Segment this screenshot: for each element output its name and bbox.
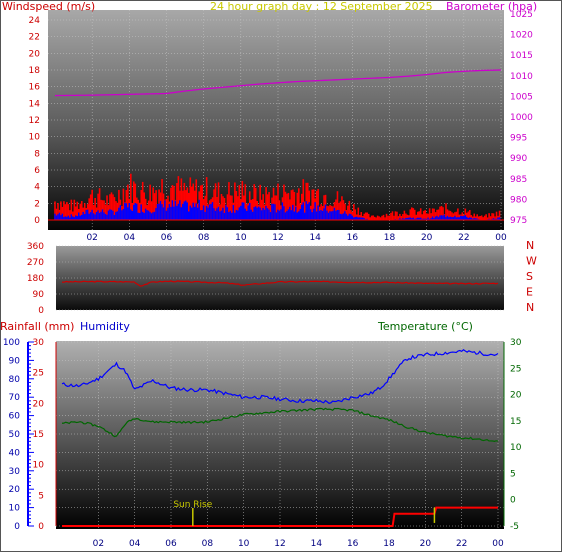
temperature-tick-label: 30	[510, 338, 522, 348]
humidity-tick-label: 40	[9, 448, 21, 458]
sunrise-label: Sun Rise	[173, 500, 212, 510]
x-tick-label: 16	[347, 539, 359, 549]
compass-label: W	[526, 255, 537, 268]
x-tick-label: 18	[383, 539, 395, 549]
rainfall-tick-label: 30	[33, 338, 45, 348]
wind-tick-label: 18	[29, 66, 41, 76]
direction-tick-label: 270	[27, 258, 44, 268]
x-tick-label: 20	[420, 539, 432, 549]
temperature-tick-label: 20	[510, 391, 522, 401]
barometer-axis-title: Barometer (hpa)	[446, 0, 537, 13]
barometer-line	[54, 69, 502, 97]
compass-label: S	[526, 270, 533, 283]
temperature-tick-label: 5	[510, 469, 516, 479]
humidity-tick-label: 10	[9, 504, 21, 514]
rainfall-tick-label: 0	[38, 522, 44, 532]
x-tick-label: 08	[202, 539, 214, 549]
barometer-tick-label: 1025	[510, 10, 533, 20]
barometer-tick-label: 985	[510, 175, 527, 185]
humidity-tick-label: 20	[9, 485, 21, 495]
x-tick-label: 10	[238, 539, 250, 549]
direction-panel-bg	[56, 246, 504, 310]
rainfall-tick-label: 15	[33, 430, 44, 440]
chart-layers: 0246810121416182022249759809859909951000…	[3, 10, 537, 549]
windspeed-axis-title: Windspeed (m/s)	[2, 0, 95, 13]
humidity-tick-label: 100	[3, 338, 20, 348]
temperature-tick-label: 0	[510, 496, 516, 506]
humidity-tick-label: 0	[14, 522, 20, 532]
rainfall-tick-label: 20	[33, 399, 45, 409]
barometer-tick-label: 1010	[510, 72, 533, 82]
rainfall-tick-label: 5	[38, 491, 44, 501]
wind-tick-label: 10	[29, 133, 41, 143]
compass-label: N	[526, 239, 534, 252]
rainfall-tick-label: 25	[33, 369, 44, 379]
x-tick-label: 04	[124, 233, 136, 243]
x-tick-label: 02	[93, 539, 104, 549]
barometer-tick-label: 1020	[510, 31, 533, 41]
direction-tick-label: 360	[27, 242, 44, 252]
temperature-axis-title: Temperature (°C)	[377, 320, 473, 333]
humidity-tick-label: 60	[9, 412, 21, 422]
rainfall-line	[62, 506, 498, 527]
barometer-tick-label: 1015	[510, 51, 533, 61]
humidity-axis-title: Humidity	[80, 320, 130, 333]
barometer-tick-label: 1000	[510, 113, 533, 123]
barometer-tick-label: 1005	[510, 92, 533, 102]
barometer-tick-label: 990	[510, 154, 527, 164]
x-tick-label: 02	[86, 233, 97, 243]
wind-tick-label: 6	[34, 166, 40, 176]
temperature-tick-label: 10	[510, 443, 522, 453]
x-tick-label: 12	[272, 233, 283, 243]
barometer-tick-label: 975	[510, 216, 527, 226]
compass-label: N	[526, 301, 534, 314]
x-tick-label: 12	[274, 539, 285, 549]
x-tick-label: 04	[129, 539, 141, 549]
barometer-tick-label: 980	[510, 195, 527, 205]
x-tick-label: 20	[421, 233, 433, 243]
humidity-line	[61, 349, 499, 405]
x-tick-label: 10	[235, 233, 247, 243]
x-tick-label: 00	[495, 233, 507, 243]
wind-tick-label: 8	[34, 149, 40, 159]
x-tick-label: 22	[458, 233, 469, 243]
wind-tick-label: 24	[29, 16, 41, 26]
humidity-tick-label: 80	[9, 375, 21, 385]
humidity-tick-label: 70	[9, 393, 21, 403]
wind-tick-label: 2	[34, 199, 40, 209]
direction-tick-label: 0	[38, 306, 44, 316]
chart-title: 24 hour graph day : 12 September 2025	[210, 0, 433, 13]
wind-tick-label: 22	[29, 33, 40, 43]
temperature-line	[61, 407, 499, 442]
x-tick-label: 14	[309, 233, 321, 243]
humidity-tick-label: 90	[9, 356, 21, 366]
x-tick-label: 06	[161, 233, 173, 243]
rainfall-axis-title: Rainfall (mm)	[0, 320, 74, 333]
x-tick-label: 08	[198, 233, 210, 243]
x-tick-label: 16	[347, 233, 359, 243]
wind-tick-label: 14	[29, 99, 41, 109]
x-tick-label: 18	[384, 233, 396, 243]
wind-tick-label: 4	[34, 183, 40, 193]
temperature-tick-label: 25	[510, 364, 521, 374]
x-tick-label: 06	[165, 539, 177, 549]
compass-label: E	[526, 286, 533, 299]
direction-tick-label: 90	[33, 290, 45, 300]
wind-tick-label: 12	[29, 116, 40, 126]
direction-tick-label: 180	[27, 274, 44, 284]
x-tick-label: 22	[456, 539, 467, 549]
temperature-tick-label: -5	[510, 522, 519, 532]
wind-tick-label: 0	[34, 216, 40, 226]
rainfall-tick-label: 10	[33, 461, 45, 471]
x-tick-label: 14	[311, 539, 323, 549]
x-tick-label: 00	[492, 539, 504, 549]
barometer-tick-label: 995	[510, 134, 527, 144]
temperature-tick-label: 15	[510, 417, 521, 427]
humidity-tick-label: 50	[9, 430, 21, 440]
wind-tick-label: 20	[29, 49, 41, 59]
wind-tick-label: 16	[29, 83, 41, 93]
humidity-tick-label: 30	[9, 467, 21, 477]
direction-line	[61, 280, 499, 287]
